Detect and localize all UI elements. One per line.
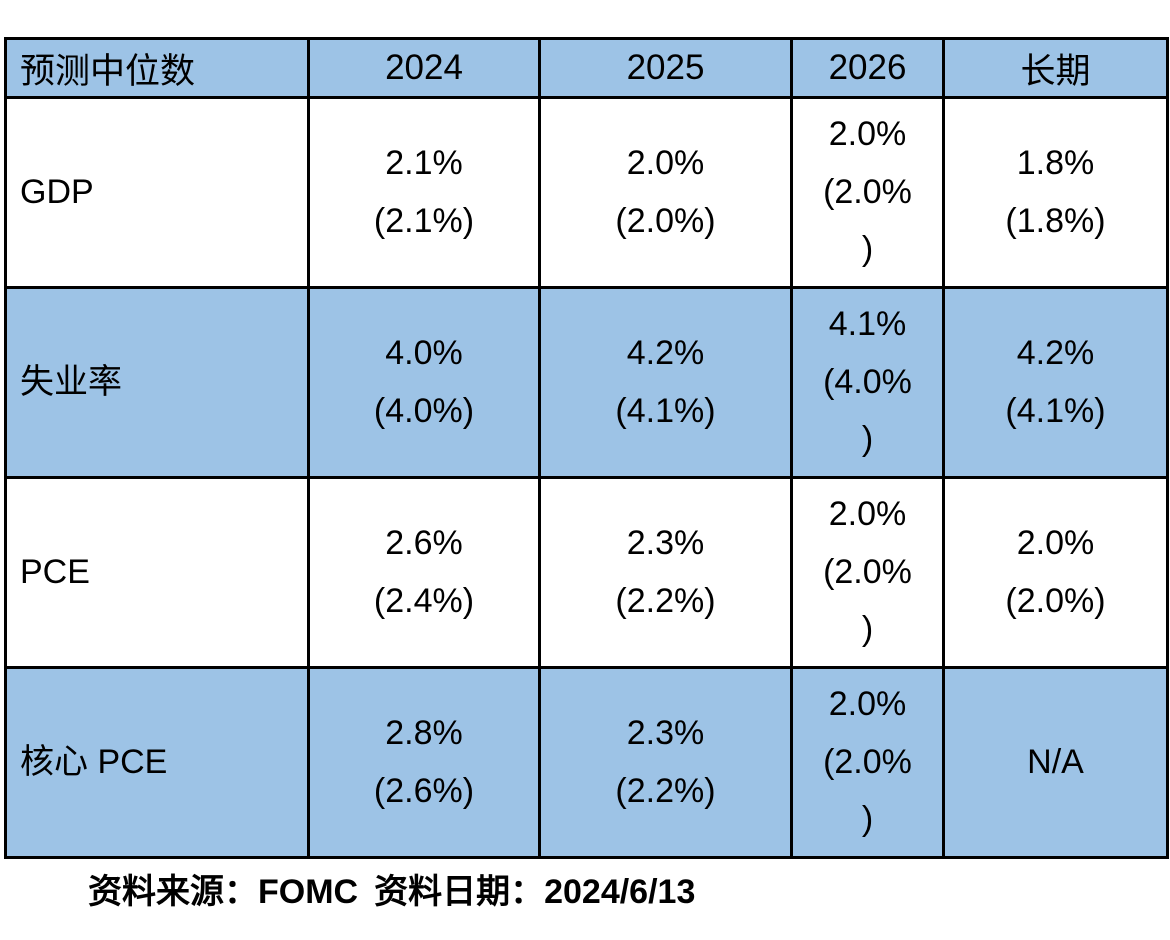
cell-previous: (4.0%) [373, 391, 475, 430]
table-row: 失业率 4.0% (4.0%) 4.2% (4.1%) 4.1% (4.0%) 4.2% (4.… [4, 286, 1169, 479]
value-cell: 2.3% (2.2%) [538, 476, 793, 669]
row-label: 失业率 [4, 286, 310, 479]
table-row: GDP 2.1% (2.1%) 2.0% (2.0%) 2.0% (2.0%) 1.8% (1.… [4, 96, 1169, 289]
row-label: 核心 PCE [4, 666, 310, 859]
cell-value: 2.3% [626, 713, 705, 752]
value-cell: 2.8% (2.6%) [307, 666, 541, 859]
cell-previous: (2.6%) [373, 771, 475, 810]
value-cell: 2.3% (2.2%) [538, 666, 793, 859]
value-cell: 4.0% (4.0%) [307, 286, 541, 479]
cell-previous: (2.2%) [615, 771, 716, 810]
cell-previous: (2.2%) [615, 581, 716, 620]
cell-value: 2.3% [626, 523, 705, 562]
cell-value: N/A [1027, 742, 1084, 781]
cell-previous: (2.4%) [373, 581, 475, 620]
value-cell: 1.8% (1.8%) [942, 96, 1169, 289]
value-cell: 2.0% (2.0%) [942, 476, 1169, 669]
value-cell: 2.0% (2.0%) [790, 96, 945, 289]
cell-value: 2.0% [828, 494, 907, 533]
cell-previous-wrap: ) [861, 800, 874, 839]
value-cell: 2.0% (2.0%) [790, 666, 945, 859]
value-cell: 4.2% (4.1%) [942, 286, 1169, 479]
value-cell: 2.0% (2.0%) [538, 96, 793, 289]
cell-value: 2.0% [828, 684, 907, 723]
row-label: PCE [4, 476, 310, 669]
row-label: GDP [4, 96, 310, 289]
cell-previous: (2.1%) [373, 201, 475, 240]
header-cell-2025: 2025 [538, 37, 793, 99]
header-cell-长期: 长期 [942, 37, 1169, 99]
cell-value: 2.8% [385, 713, 463, 752]
value-cell: 4.2% (4.1%) [538, 286, 793, 479]
cell-previous: (2.0% [823, 552, 912, 591]
cell-previous: (2.0% [823, 742, 912, 781]
cell-value: 4.2% [1016, 333, 1095, 372]
cell-previous: (2.0%) [1005, 581, 1106, 620]
cell-value: 2.0% [1016, 523, 1095, 562]
table-body: GDP 2.1% (2.1%) 2.0% (2.0%) 2.0% (2.0%) 1.8% (1.… [4, 96, 1169, 859]
cell-previous: (4.1%) [1005, 391, 1106, 430]
table-row: PCE 2.6% (2.4%) 2.3% (2.2%) 2.0% (2.0%) 2.0% (2.… [4, 476, 1169, 669]
footer-source: 资料来源：FOMC [88, 873, 359, 911]
cell-previous-wrap: ) [861, 420, 874, 459]
cell-value: 2.1% [385, 143, 463, 182]
table-row: 核心 PCE 2.8% (2.6%) 2.3% (2.2%) 2.0% (2.0%) N/A [4, 666, 1169, 859]
cell-previous-wrap: ) [861, 230, 874, 269]
cell-value: 4.0% [385, 333, 463, 372]
table-header-row: 预测中位数 2024 2025 2026 长期 [4, 37, 1169, 99]
cell-value: 4.2% [626, 333, 705, 372]
cell-previous: (4.0% [823, 362, 912, 401]
cell-value: 4.1% [828, 304, 907, 343]
cell-value: 2.0% [626, 143, 705, 182]
value-cell: 2.6% (2.4%) [307, 476, 541, 669]
footer-date: 资料日期：2024/6/13 [374, 873, 696, 911]
forecast-table: 预测中位数 2024 2025 2026 长期 GDP 2.1% (2.1%) 2.0% (2.… [4, 37, 1169, 859]
cell-previous: (2.0%) [615, 201, 716, 240]
value-cell: 4.1% (4.0%) [790, 286, 945, 479]
header-cell-2024: 2024 [307, 37, 541, 99]
value-cell: 2.0% (2.0%) [790, 476, 945, 669]
value-cell: 2.1% (2.1%) [307, 96, 541, 289]
cell-value: 2.6% [385, 523, 463, 562]
value-cell: N/A [942, 666, 1169, 859]
footer: 资料来源：FOMC 资料日期：2024/6/13 [88, 868, 695, 916]
cell-value: 1.8% [1016, 143, 1095, 182]
header-cell-2026: 2026 [790, 37, 945, 99]
cell-previous-wrap: ) [861, 610, 874, 649]
header-cell-metric: 预测中位数 [4, 37, 310, 99]
cell-previous: (1.8%) [1005, 201, 1106, 240]
cell-value: 2.0% [828, 114, 907, 153]
cell-previous: (2.0% [823, 172, 912, 211]
cell-previous: (4.1%) [615, 391, 716, 430]
